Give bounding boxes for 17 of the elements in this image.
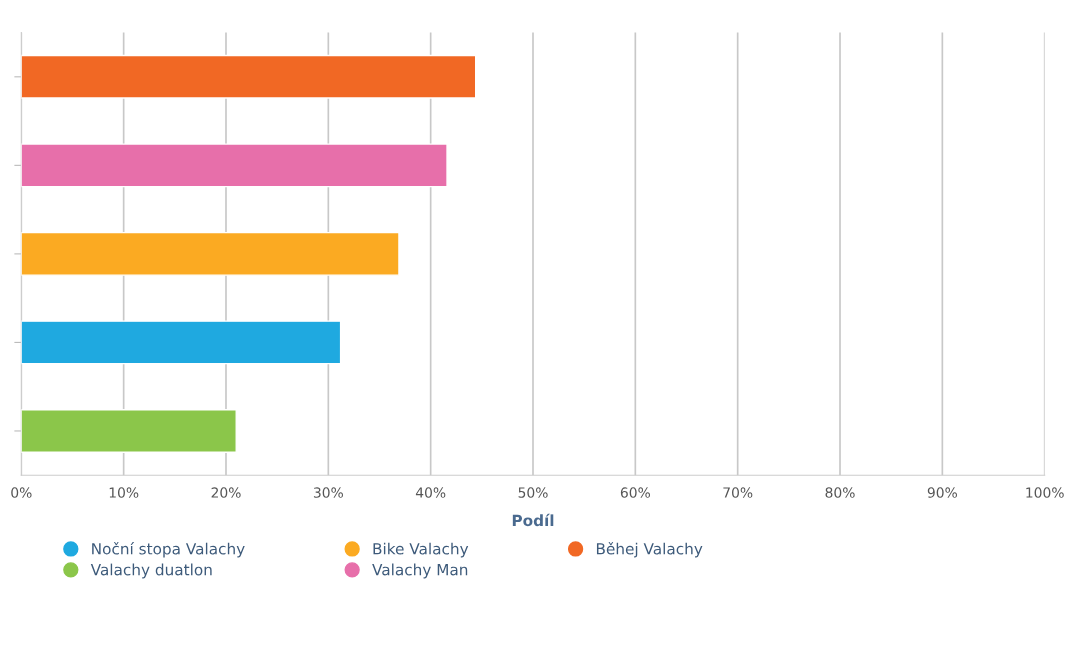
x-tick-label: 50% [518, 487, 548, 498]
x-tick-label: 20% [211, 487, 241, 498]
x-tick-label: 70% [723, 487, 753, 498]
x-tick-label: 60% [620, 487, 650, 498]
legend-label: Běhej Valachy [596, 542, 703, 558]
legend-label: Bike Valachy [373, 542, 469, 558]
x-tick-label: 30% [313, 487, 343, 498]
x-tick-label: 80% [825, 487, 855, 498]
x-tick-label: 10% [109, 487, 139, 498]
x-tick-label: 0% [11, 487, 32, 498]
x-tick-label: 100% [1026, 487, 1064, 498]
legend-label: Noční stopa Valachy [92, 542, 245, 558]
legend-label: Valachy Man [372, 563, 468, 579]
legend-label: Valachy duatlon [90, 563, 212, 579]
x-axis-title: Podíl [512, 513, 554, 527]
x-tick-label: 40% [415, 487, 446, 498]
x-tick-label: 90% [927, 487, 958, 498]
